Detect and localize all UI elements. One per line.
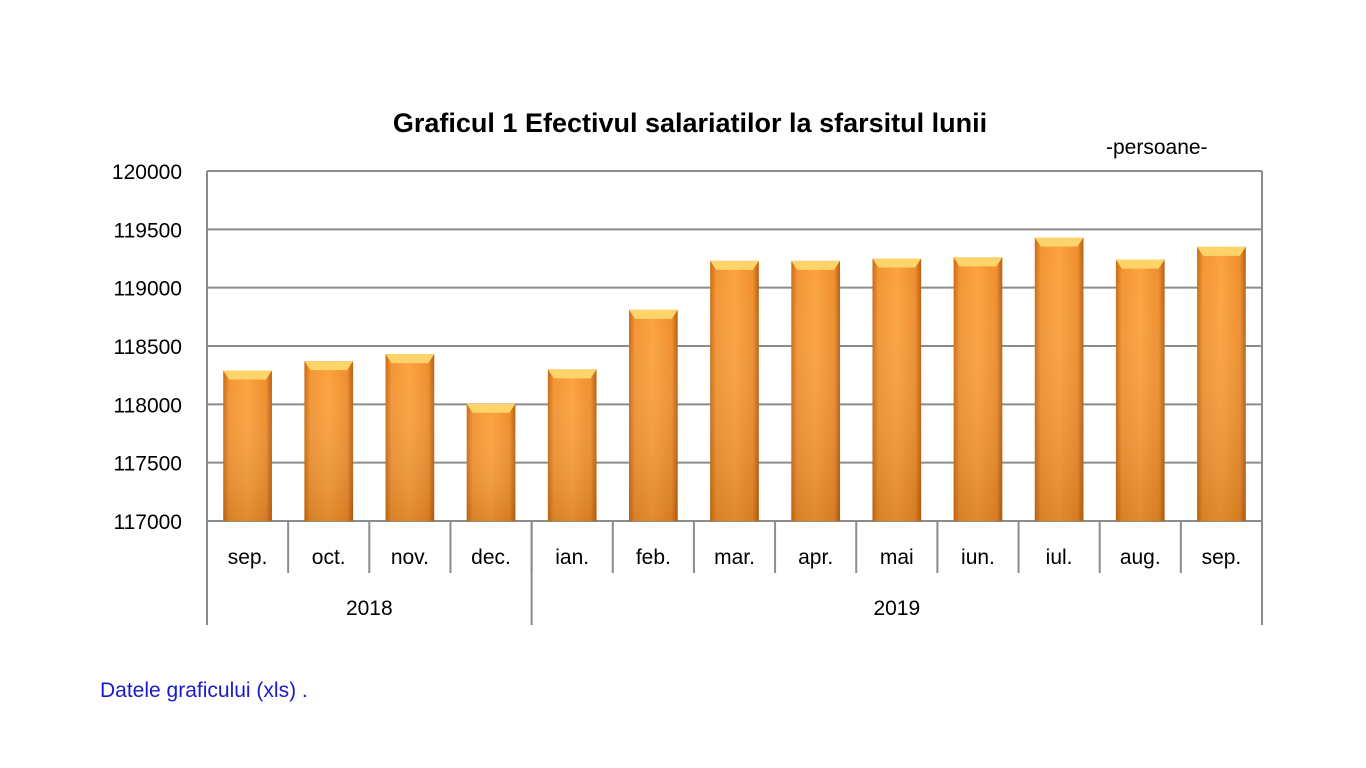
y-tick-label: 118500	[113, 336, 182, 359]
y-tick-label: 117500	[113, 453, 182, 476]
bar-shade	[872, 258, 922, 521]
y-tick-label: 120000	[112, 161, 182, 184]
bar	[1197, 246, 1246, 522]
bar	[466, 403, 516, 521]
x-tick-label: aug.	[1120, 546, 1161, 569]
bar	[629, 309, 678, 521]
bar	[710, 260, 759, 521]
bar	[1115, 259, 1165, 521]
x-tick-label: sep.	[1202, 546, 1242, 569]
bar-shade	[1197, 246, 1246, 522]
bar-shade	[629, 309, 678, 521]
bar-top-bevel	[791, 260, 840, 270]
bar-top-bevel	[223, 370, 272, 380]
x-tick-label: dec.	[471, 546, 511, 569]
bar	[223, 370, 272, 521]
bar-top-bevel	[629, 309, 678, 319]
chart-data-link[interactable]: Datele graficului (xls) .	[100, 679, 308, 702]
bar-shade	[1034, 237, 1084, 521]
bar-shade	[1115, 259, 1165, 521]
bar-top-bevel	[953, 257, 1003, 267]
y-tick-label: 117000	[113, 511, 182, 534]
year-group-label: 2019	[873, 597, 920, 620]
unit-label: -persoane-	[1106, 136, 1208, 159]
bar	[304, 361, 354, 521]
bar	[953, 257, 1003, 521]
bar-shade	[953, 257, 1003, 521]
bar-top-bevel	[385, 354, 435, 364]
x-tick-label: oct.	[312, 546, 346, 569]
x-tick-label: ian.	[555, 546, 589, 569]
bar	[791, 260, 840, 521]
bar-shade	[223, 370, 272, 521]
bar-shade	[710, 260, 759, 521]
bar	[547, 369, 597, 521]
y-tick-label: 119500	[113, 219, 182, 242]
y-tick-label: 118000	[113, 394, 182, 417]
bar	[872, 258, 922, 521]
bar-top-bevel	[1034, 237, 1084, 247]
x-tick-label: sep.	[228, 546, 268, 569]
bar-shade	[547, 369, 597, 521]
x-tick-label: mar.	[714, 546, 755, 569]
bar-top-bevel	[1115, 259, 1165, 269]
chart-title: Graficul 1 Efectivul salariatilor la sfa…	[392, 108, 988, 138]
bar-top-bevel	[304, 361, 354, 371]
year-group-label: 2018	[346, 597, 393, 620]
x-tick-label: iul.	[1046, 546, 1073, 569]
y-tick-label: 119000	[113, 278, 182, 301]
x-tick-label: mai	[880, 546, 914, 569]
bar-shade	[466, 403, 516, 521]
x-tick-label: apr.	[798, 546, 833, 569]
bar-shade	[385, 354, 435, 521]
x-tick-label: feb.	[636, 546, 671, 569]
bar-top-bevel	[710, 260, 759, 270]
x-tick-label: nov.	[391, 546, 429, 569]
bar-shade	[304, 361, 354, 521]
x-tick-label: iun.	[961, 546, 995, 569]
bar-top-bevel	[1197, 246, 1246, 256]
bar-top-bevel	[872, 258, 922, 268]
bar-top-bevel	[466, 403, 516, 413]
bar-shade	[791, 260, 840, 521]
bar-top-bevel	[547, 369, 597, 379]
bar	[1034, 237, 1084, 521]
bar	[385, 354, 435, 521]
